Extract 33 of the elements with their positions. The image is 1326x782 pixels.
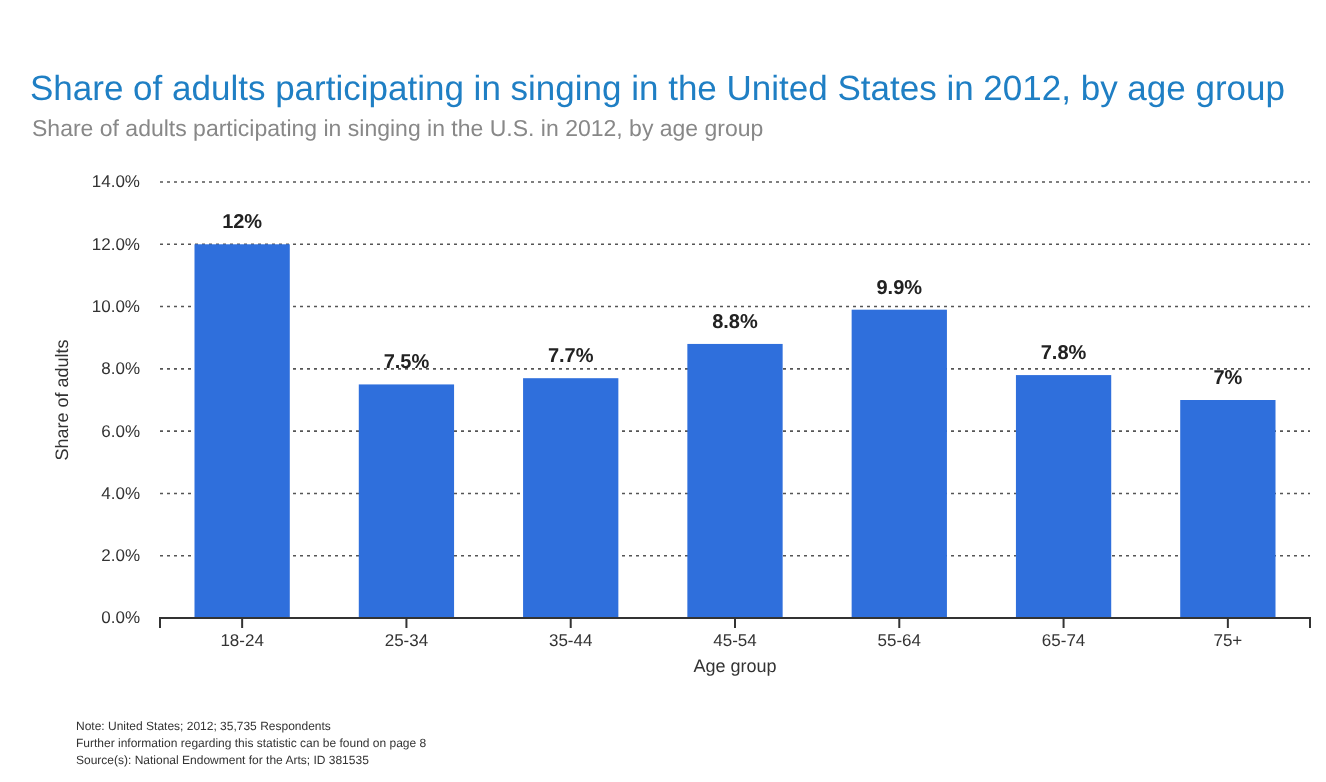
x-tick-label: 65-74 <box>1041 630 1086 651</box>
bar <box>687 343 783 618</box>
data-label: 7% <box>1213 368 1243 390</box>
y-tick-label: 10.0% <box>91 296 141 317</box>
x-tick-label: 18-24 <box>220 630 265 651</box>
bar <box>851 309 947 618</box>
x-tick-label: 45-54 <box>713 630 758 651</box>
bar <box>1015 375 1112 618</box>
chart-subtitle: Share of adults participating in singing in the U.S. in 2012, by age group <box>32 118 764 142</box>
x-tick-label: 55-64 <box>877 630 922 651</box>
data-label: 7.5% <box>383 352 430 375</box>
bar <box>194 244 290 618</box>
chart-title: Share of adults participating in singing in the United States in 2012, by age group <box>30 68 1285 108</box>
x-axis-title: Age group <box>693 656 777 676</box>
data-label: 9.9% <box>876 277 923 300</box>
bar <box>1180 400 1276 618</box>
data-label: 8.8% <box>712 311 759 334</box>
data-label: 7.8% <box>1040 343 1087 366</box>
y-tick-label: 14.0% <box>91 171 141 192</box>
y-axis-title: Share of adults <box>52 338 72 461</box>
y-tick-label: 2.0% <box>101 545 141 566</box>
y-tick-label: 8.0% <box>101 358 141 379</box>
data-label: 7.7% <box>547 346 594 369</box>
bar <box>523 378 619 618</box>
y-tick-label: 6.0% <box>101 420 141 441</box>
y-tick-label: 12.0% <box>91 233 141 254</box>
y-tick-label: 4.0% <box>101 482 141 503</box>
y-tick-label: 0.0% <box>101 607 141 628</box>
x-tick-label: 25-34 <box>384 630 429 651</box>
x-tick-label: 35-44 <box>548 630 593 651</box>
bar <box>358 384 455 618</box>
data-label: 12% <box>222 212 263 235</box>
x-tick-label: 75+ <box>1213 630 1243 651</box>
